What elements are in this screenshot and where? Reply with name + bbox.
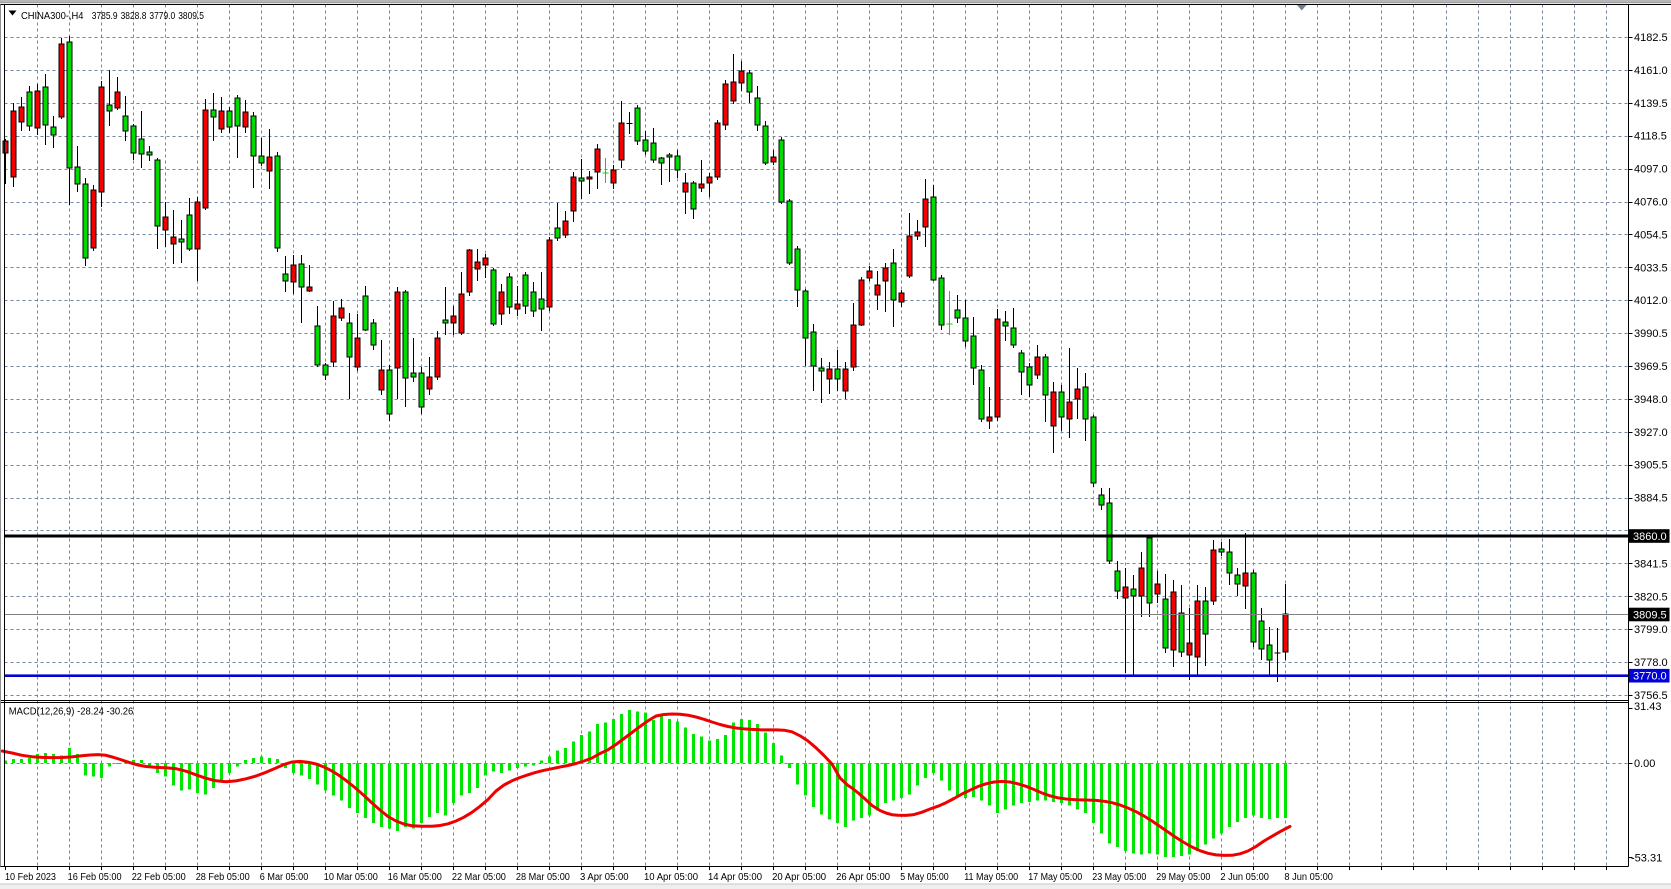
svg-text:17 May 05:00: 17 May 05:00 — [1028, 872, 1082, 883]
svg-text:16 Feb 05:00: 16 Feb 05:00 — [68, 872, 122, 883]
svg-text:4182.5: 4182.5 — [1634, 32, 1668, 44]
svg-text:3860.0: 3860.0 — [1633, 531, 1667, 543]
svg-text:3841.5: 3841.5 — [1634, 558, 1668, 570]
svg-text:3927.0: 3927.0 — [1634, 427, 1668, 439]
svg-text:2 Jun 05:00: 2 Jun 05:00 — [1220, 872, 1269, 883]
svg-text:CHINA300-,H4: CHINA300-,H4 — [21, 10, 84, 22]
svg-text:3990.5: 3990.5 — [1634, 328, 1668, 340]
svg-text:-53.31: -53.31 — [1631, 853, 1662, 865]
svg-text:20 Apr 05:00: 20 Apr 05:00 — [772, 872, 826, 883]
svg-text:3820.5: 3820.5 — [1634, 591, 1668, 603]
svg-text:10 Apr 05:00: 10 Apr 05:00 — [644, 872, 698, 883]
svg-text:MACD(12,26,9) -28.24 -30.26: MACD(12,26,9) -28.24 -30.26 — [9, 707, 134, 718]
svg-text:4054.5: 4054.5 — [1634, 229, 1668, 241]
svg-text:3905.5: 3905.5 — [1634, 460, 1668, 472]
svg-text:4097.0: 4097.0 — [1634, 164, 1668, 176]
svg-text:6 Mar 05:00: 6 Mar 05:00 — [260, 872, 309, 883]
svg-text:23 May 05:00: 23 May 05:00 — [1092, 872, 1146, 883]
svg-text:4139.5: 4139.5 — [1634, 98, 1668, 110]
svg-text:3884.5: 3884.5 — [1634, 493, 1668, 505]
svg-text:3756.5: 3756.5 — [1634, 690, 1668, 702]
svg-text:4161.0: 4161.0 — [1634, 65, 1668, 77]
svg-text:11 May 05:00: 11 May 05:00 — [964, 872, 1018, 883]
svg-text:28 Mar 05:00: 28 Mar 05:00 — [516, 872, 570, 883]
svg-text:29 May 05:00: 29 May 05:00 — [1156, 872, 1210, 883]
svg-text:4033.5: 4033.5 — [1634, 262, 1668, 274]
svg-text:3809.5: 3809.5 — [178, 10, 204, 22]
svg-text:3770.0: 3770.0 — [1633, 671, 1667, 683]
svg-text:4118.5: 4118.5 — [1634, 131, 1667, 143]
svg-text:10 Mar 05:00: 10 Mar 05:00 — [324, 872, 378, 883]
svg-text:22 Feb 05:00: 22 Feb 05:00 — [132, 872, 186, 883]
svg-text:31.43: 31.43 — [1634, 701, 1662, 713]
svg-text:3828.8: 3828.8 — [121, 10, 147, 22]
svg-text:8 Jun 05:00: 8 Jun 05:00 — [1284, 872, 1333, 883]
svg-text:14 Apr 05:00: 14 Apr 05:00 — [708, 872, 762, 883]
svg-text:3799.0: 3799.0 — [1634, 624, 1668, 636]
svg-text:22 Mar 05:00: 22 Mar 05:00 — [452, 872, 506, 883]
svg-text:4012.0: 4012.0 — [1634, 295, 1668, 307]
svg-text:3778.0: 3778.0 — [1634, 657, 1668, 669]
svg-text:4076.0: 4076.0 — [1634, 197, 1668, 209]
svg-text:3 Apr 05:00: 3 Apr 05:00 — [580, 872, 629, 883]
svg-text:16 Mar 05:00: 16 Mar 05:00 — [388, 872, 442, 883]
svg-text:3948.0: 3948.0 — [1634, 394, 1668, 406]
svg-text:3809.5: 3809.5 — [1633, 610, 1667, 622]
svg-text:0.00: 0.00 — [1634, 758, 1655, 770]
svg-text:26 Apr 05:00: 26 Apr 05:00 — [836, 872, 890, 883]
svg-text:3779.0: 3779.0 — [149, 10, 175, 22]
svg-text:5 May 05:00: 5 May 05:00 — [900, 872, 949, 883]
svg-text:10 Feb 2023: 10 Feb 2023 — [5, 872, 56, 883]
svg-text:3969.5: 3969.5 — [1634, 361, 1668, 373]
svg-text:3785.9: 3785.9 — [92, 10, 118, 22]
svg-text:28 Feb 05:00: 28 Feb 05:00 — [196, 872, 250, 883]
